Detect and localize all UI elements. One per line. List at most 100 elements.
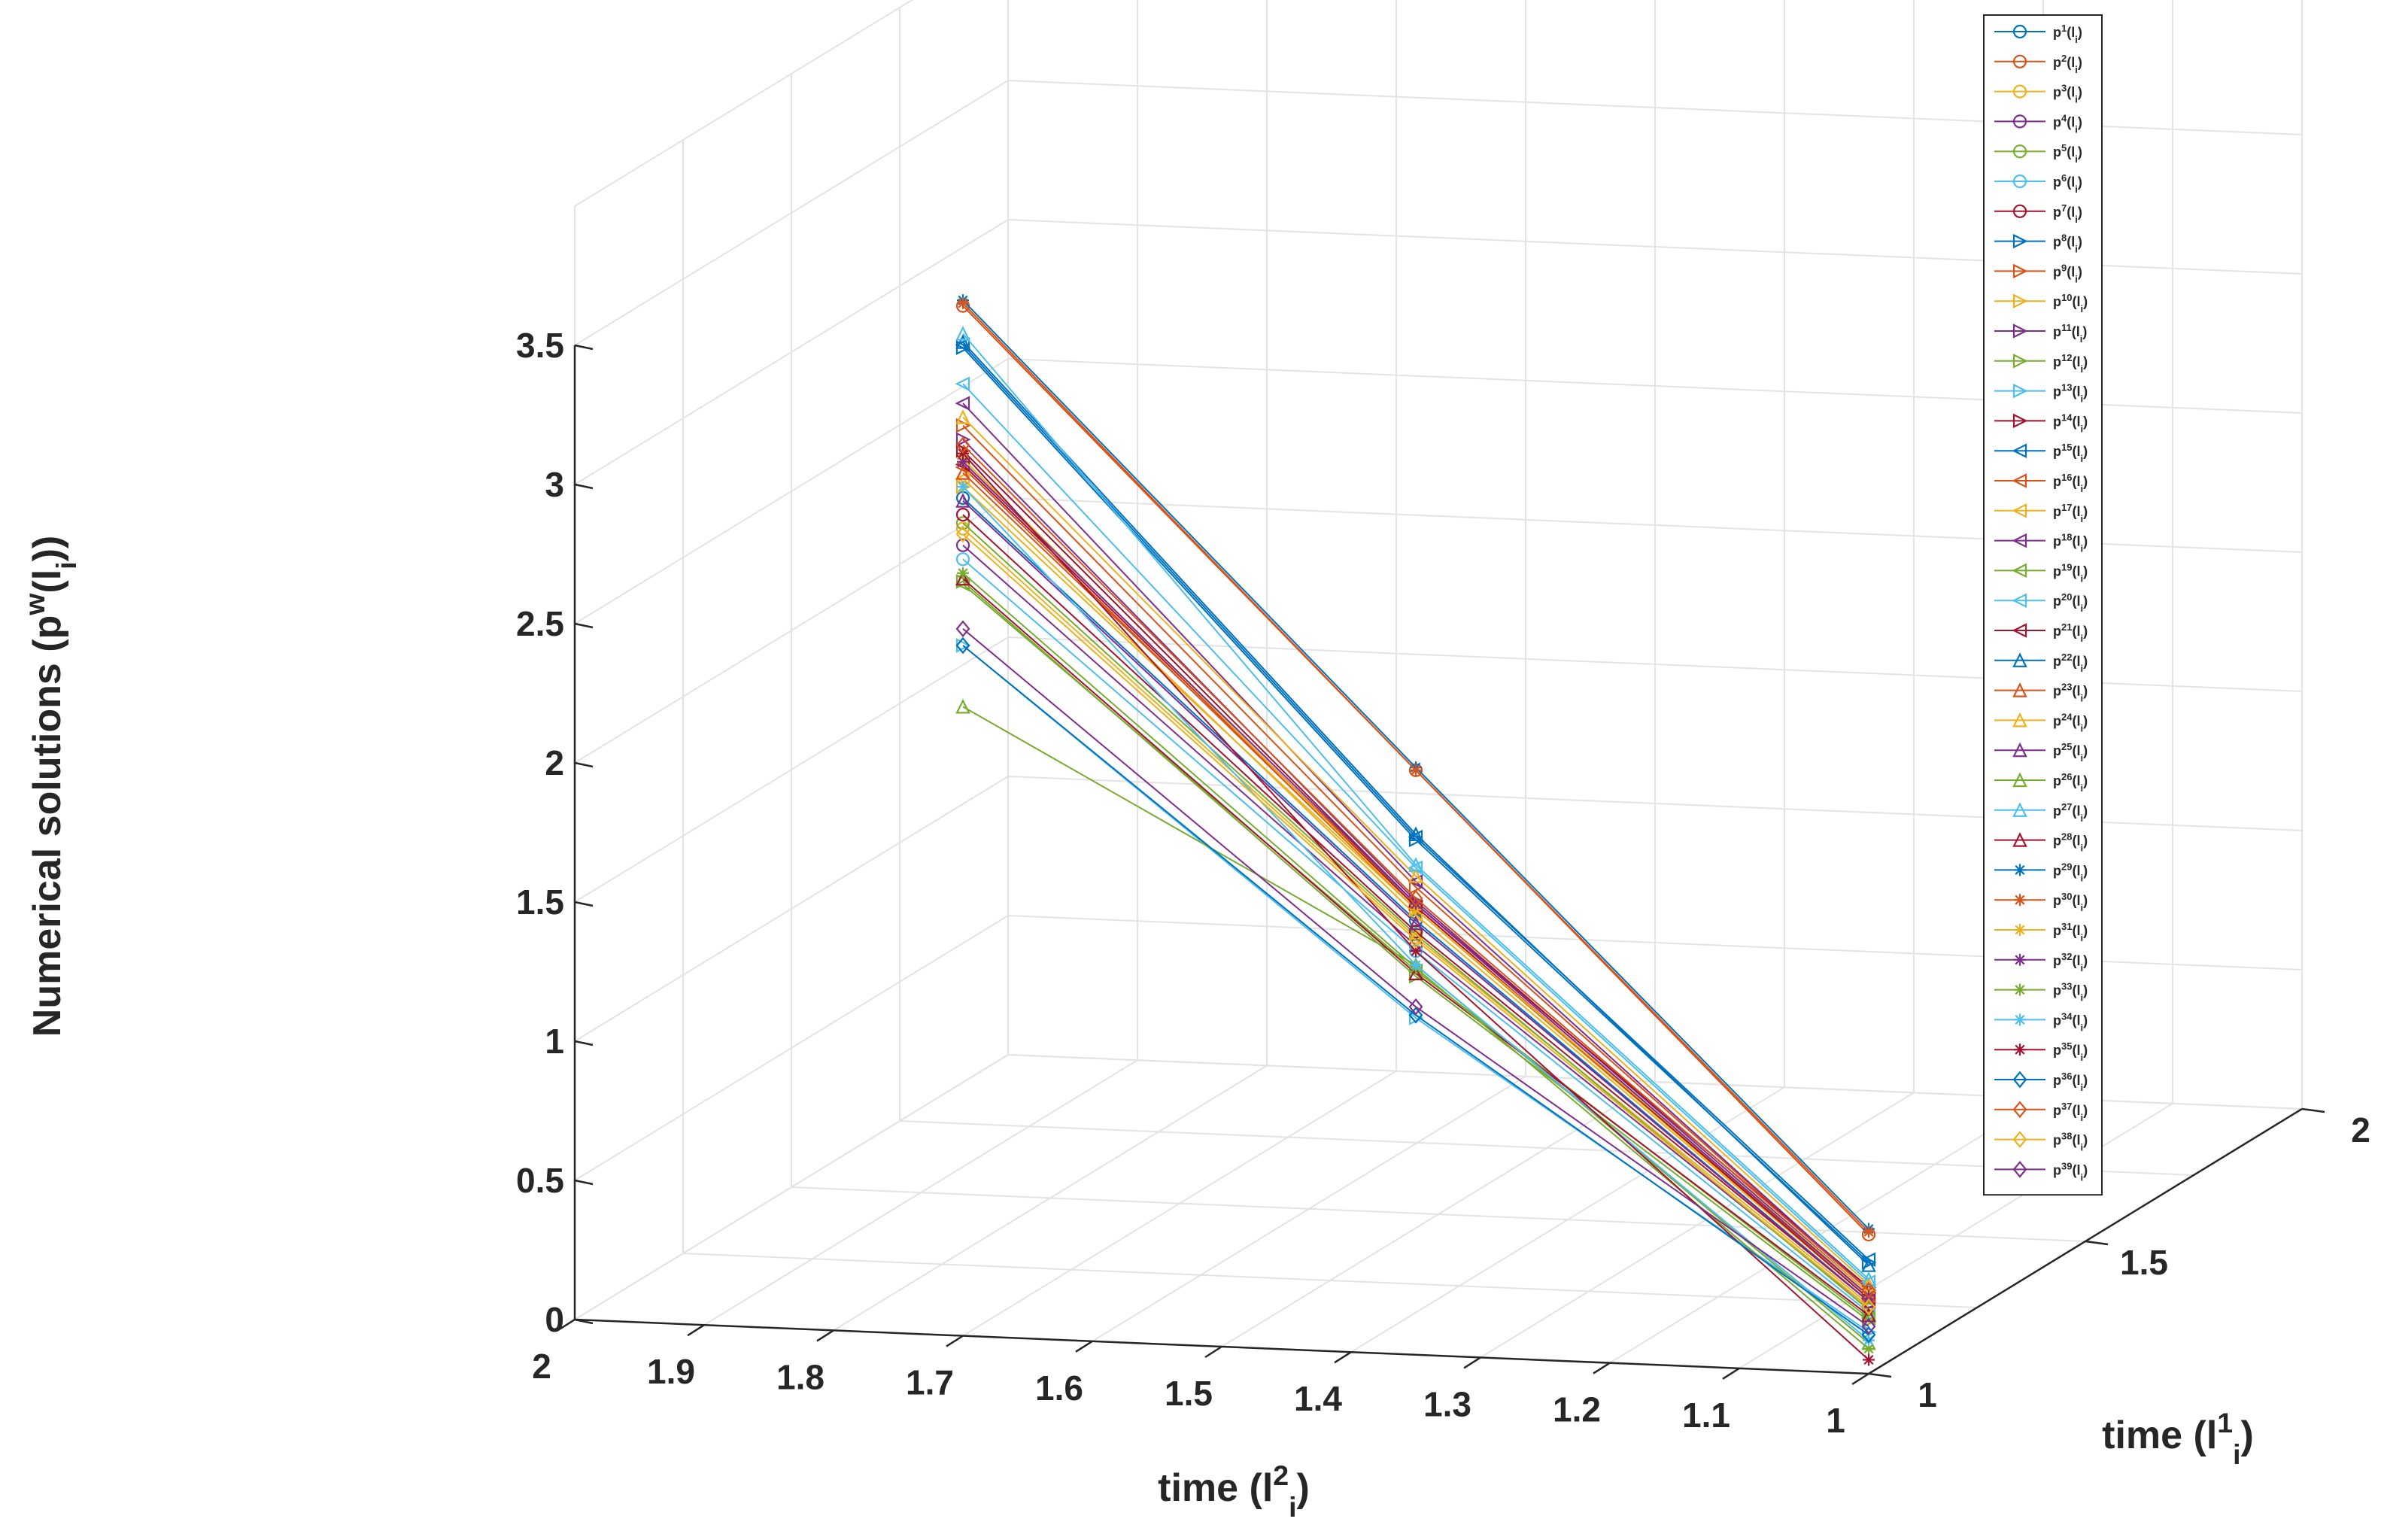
legend-marker [2012,144,2027,159]
legend-marker [2012,533,2027,548]
data-point-marker [1408,965,1423,981]
y-axis-label: time (l1i) [2102,1407,2254,1470]
grid-line-floor-y [791,1186,2086,1242]
x-tick-label: 1.7 [906,1363,954,1402]
legend-label: p1(li) [2053,23,2082,45]
data-point-marker [955,516,970,530]
legend-item: p32(li) [1994,950,2088,973]
z-tick-label: 1 [545,1022,564,1061]
data-point-marker [957,296,969,309]
series-line [962,628,1869,1327]
legend-marker [2014,894,2026,907]
x-tick [557,1318,576,1332]
z-tick-label: 3 [545,465,564,504]
series-line [962,333,1869,1280]
legend-marker [2012,323,2028,339]
series-p22 [955,334,1876,1272]
z-tick-label: 0.5 [516,1161,564,1200]
data-point-marker [1861,1317,1876,1335]
legend-item: p25(li) [1994,741,2088,764]
series-line [962,347,1869,1263]
series-line [962,439,1869,1294]
legend-label: p20(li) [2053,591,2088,614]
data-point-marker [955,436,970,454]
legend-item: p1(li) [1994,23,2082,45]
legend-item: p28(li) [1994,831,2088,853]
legend-label: p33(li) [2053,980,2088,1003]
data-point-marker [1408,1007,1423,1024]
legend-item: p14(li) [1994,412,2088,434]
x-tick [1334,1351,1352,1364]
legend-marker [2012,293,2028,308]
y-tick-label: 1.5 [2120,1243,2168,1282]
grid-line-side-z [574,0,914,207]
z-tick-label: 3.5 [516,326,564,365]
legend-label: p30(li) [2053,891,2088,913]
legend-label: p39(li) [2053,1160,2088,1183]
legend-label: p31(li) [2053,921,2088,943]
y-tick-label: 1 [1918,1375,1937,1414]
series-p25 [955,493,1876,1308]
data-point-marker [1408,857,1423,872]
x-tick [1204,1345,1222,1359]
z-tick-label: 0 [545,1300,564,1339]
data-point-marker [1408,998,1423,1016]
data-point-marker [1408,931,1423,949]
legend-marker [2012,1101,2027,1119]
legend-item: p20(li) [1994,591,2088,614]
data-point-marker [1861,1271,1876,1286]
grid-line-side-z [574,636,1009,903]
legend-marker [2012,443,2027,458]
legend-label: p14(li) [2053,412,2088,434]
legend-label: p16(li) [2053,472,2088,494]
z-tick [574,761,594,768]
z-tick [574,344,594,351]
data-point-marker [1410,945,1422,958]
x-tick [1593,1362,1611,1374]
legend-label: p4(li) [2053,112,2082,135]
legend-item: p8(li) [1994,232,2082,254]
legend-item: p3(li) [1994,82,2082,105]
series-line [962,342,1869,1266]
legend-marker [2014,1013,2026,1026]
series-line [962,500,1869,1302]
grid-line-side-z [574,80,1009,346]
series-p27 [955,326,1876,1286]
legend-item: p10(li) [1994,292,2088,314]
series-line [962,533,1869,1308]
grid-line-floor-y [899,1120,2194,1176]
x-axis-label: time (l2i) [1158,1460,1310,1523]
legend-marker [2012,24,2027,39]
data-point-marker [955,409,970,424]
series-p34 [957,481,1875,1347]
x-tick [816,1329,834,1342]
grid-line-side-z [574,1054,1009,1320]
legend-item: p18(li) [1994,531,2088,554]
data-point-marker [955,334,970,349]
legend-item: p9(li) [1994,262,2082,284]
legend-marker [2012,473,2027,488]
legend-item: p17(li) [1994,501,2088,524]
legend-marker [2012,593,2027,608]
legend-item: p31(li) [1994,921,2088,943]
legend-marker [2012,802,2027,817]
legend-item: p7(li) [1994,202,2082,224]
series-p15 [955,337,1876,1268]
data-point-marker [955,376,970,391]
legend-label: p6(li) [2053,172,2082,195]
legend-label: p3(li) [2053,82,2082,105]
data-point-marker [1408,925,1423,939]
legend-label: p32(li) [2053,950,2088,973]
legend-label: p25(li) [2053,741,2088,764]
legend-marker [2014,924,2026,936]
series-p39 [955,620,1876,1335]
legend-label: p15(li) [2053,442,2088,464]
legend-marker [2012,772,2027,788]
legend-item: p19(li) [1994,561,2088,584]
x-tick-label: 1.3 [1423,1384,1471,1423]
x-tick-label: 2 [532,1347,551,1386]
legend-marker [2012,233,2028,249]
series-line [962,706,1869,1344]
x-tick-label: 1 [1826,1401,1845,1440]
